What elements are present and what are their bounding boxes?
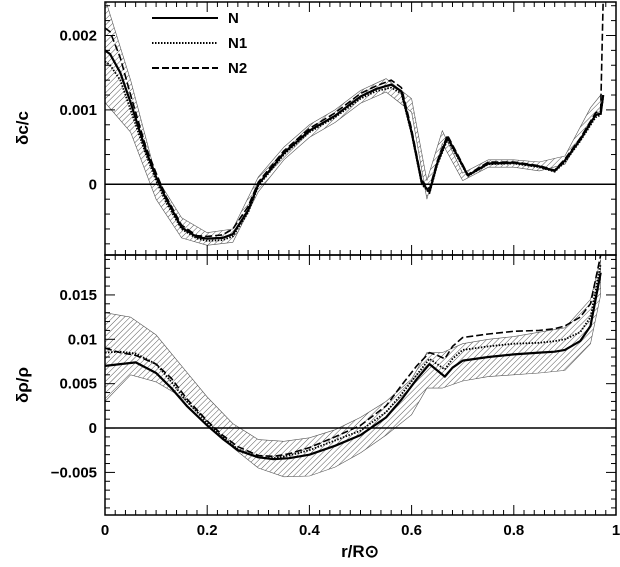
bottom-xtick-label: 0 [101, 522, 109, 539]
bottom-series-group [105, 255, 602, 461]
x-axis-label: r/R⊙ [341, 542, 379, 561]
bottom-ytick-label: 0.01 [68, 331, 97, 348]
top-series-n2 [105, 2, 604, 238]
bottom-ytick-label: 0.015 [59, 287, 97, 304]
bottom-ytick-label: 0.005 [59, 376, 97, 393]
top-ytick-labels: 0 0.001 0.002 [59, 27, 97, 193]
legend: N N1 N2 [152, 10, 247, 77]
top-panel: 0 0.001 0.002 δc/c N N1 N2 [13, 1, 617, 256]
bottom-series-n [105, 272, 602, 461]
bottom-uncertainty-band [105, 259, 601, 478]
bottom-plot-frame [104, 254, 617, 516]
top-ytick-label: 0 [89, 176, 97, 193]
bottom-xtick-label: 0.2 [197, 522, 218, 539]
bottom-ytick-label: 0 [89, 420, 97, 437]
bottom-xtick-label: 0.6 [401, 522, 422, 539]
top-series-n1 [105, 60, 605, 242]
top-y-axis-label: δc/c [13, 111, 32, 145]
top-band-group [105, 2, 601, 246]
top-uncertainty-band [105, 2, 601, 246]
top-ytick-label: 0.001 [59, 102, 97, 119]
top-series-n [105, 49, 605, 240]
bottom-xtick-label: 0.4 [299, 522, 321, 539]
legend-label-n1: N1 [228, 35, 247, 52]
bottom-panel: −0.005 0 0.005 0.01 0.015 0 0.2 0.4 0.6 0.8 1 δρ/… [13, 254, 620, 561]
legend-label-n: N [228, 10, 239, 27]
bottom-y-axis-label: δρ/ρ [13, 367, 32, 403]
bottom-band-group [105, 259, 601, 478]
bottom-series-n2 [105, 255, 602, 458]
top-ytick-label: 0.002 [59, 27, 97, 44]
bottom-series-n1 [105, 263, 602, 460]
bottom-ytick-labels: −0.005 0 0.005 0.01 0.015 [51, 287, 97, 481]
bottom-xtick-labels: 0 0.2 0.4 0.6 0.8 1 [101, 522, 620, 539]
top-series-group [105, 2, 605, 242]
bottom-xtick-label: 0.8 [503, 522, 524, 539]
legend-label-n2: N2 [228, 60, 247, 77]
bottom-xtick-label: 1 [612, 522, 620, 539]
top-ticks-group [104, 2, 617, 255]
top-plot-frame [104, 1, 617, 256]
bottom-ytick-label: −0.005 [51, 464, 97, 481]
